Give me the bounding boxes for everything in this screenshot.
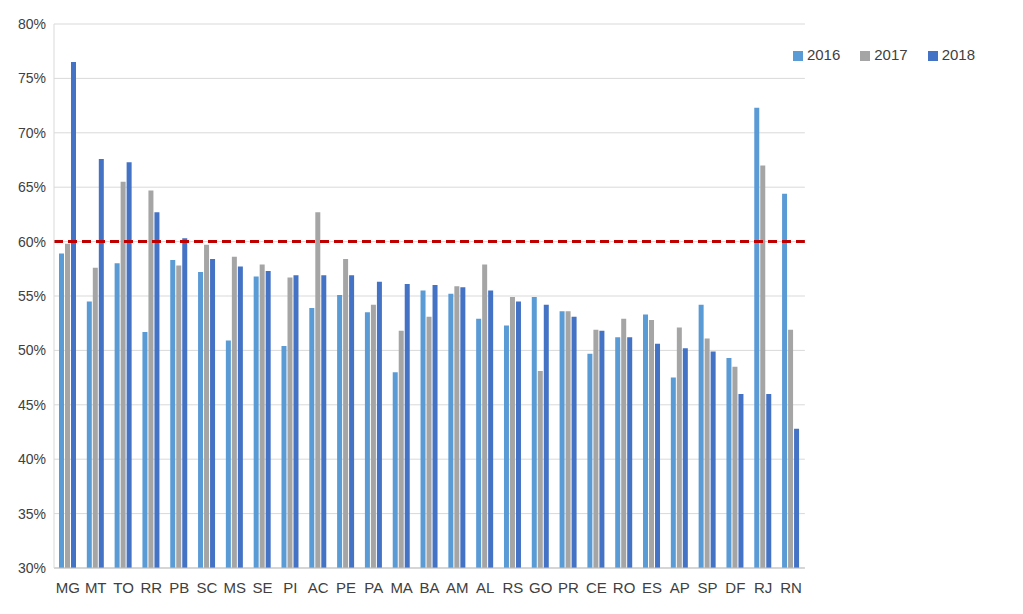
svg-text:AP: AP — [670, 579, 690, 596]
html-text:2017: 2017 — [874, 46, 908, 63]
svg-text:MA: MA — [390, 579, 413, 596]
svg-text:PA: PA — [364, 579, 383, 596]
svg-text:PI: PI — [283, 579, 297, 596]
svg-text:RN: RN — [780, 579, 802, 596]
svg-text:SE: SE — [253, 579, 273, 596]
svg-text:RJ: RJ — [754, 579, 772, 596]
svg-text:RS: RS — [502, 579, 523, 596]
svg-text:50%: 50% — [18, 342, 46, 358]
svg-text:80%: 80% — [18, 16, 46, 32]
svg-text:40%: 40% — [18, 451, 46, 467]
svg-text:PB: PB — [169, 579, 189, 596]
svg-text:PE: PE — [336, 579, 356, 596]
html-text:2016: 2016 — [806, 46, 841, 63]
svg-text:60%: 60% — [18, 234, 46, 250]
svg-text:AM: AM — [446, 579, 469, 596]
svg-text:AC: AC — [308, 579, 329, 596]
svg-text:GO: GO — [529, 579, 552, 596]
html-text:2018: 2018 — [941, 46, 975, 63]
svg-text:ES: ES — [642, 579, 662, 596]
svg-text:75%: 75% — [18, 70, 46, 86]
svg-text:RR: RR — [140, 579, 162, 596]
svg-text:MS: MS — [224, 579, 247, 596]
svg-text:70%: 70% — [18, 125, 46, 141]
svg-text:SP: SP — [698, 579, 718, 596]
svg-text:SC: SC — [197, 579, 218, 596]
svg-text:35%: 35% — [18, 506, 46, 522]
svg-text:45%: 45% — [18, 397, 46, 413]
svg-text:PR: PR — [558, 579, 579, 596]
svg-text:AL: AL — [476, 579, 494, 596]
svg-text:30%: 30% — [18, 560, 46, 576]
svg-text:DF: DF — [725, 579, 745, 596]
svg-text:TO: TO — [113, 579, 134, 596]
svg-text:CE: CE — [586, 579, 607, 596]
svg-text:MT: MT — [85, 579, 107, 596]
svg-text:BA: BA — [419, 579, 439, 596]
svg-text:MG: MG — [56, 579, 80, 596]
svg-text:55%: 55% — [18, 288, 46, 304]
svg-text:RO: RO — [613, 579, 636, 596]
svg-text:65%: 65% — [18, 179, 46, 195]
